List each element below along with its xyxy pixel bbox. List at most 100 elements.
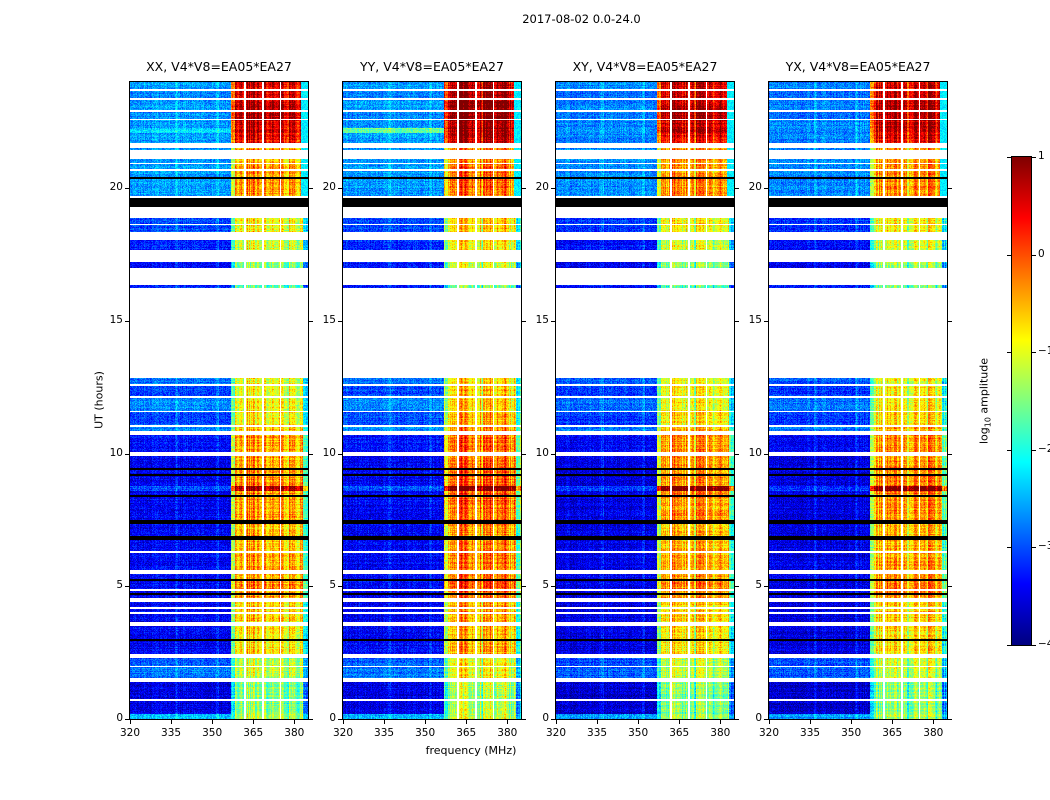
y-tick-label: 10 — [322, 446, 336, 459]
colorbar-tick-mark — [1007, 547, 1011, 549]
y-tick-label: 0 — [542, 712, 549, 724]
y-tick-mark — [522, 320, 526, 322]
x-tick-label: 365 — [882, 727, 903, 739]
colorbar-tick-label: 1 — [1038, 150, 1045, 162]
colorbar-label-sub: 10 — [983, 417, 993, 428]
y-tick-mark — [522, 453, 526, 455]
x-tick-label: 335 — [161, 727, 182, 739]
x-tick-mark — [638, 720, 640, 724]
colorbar-gradient — [1012, 157, 1031, 645]
x-tick-label: 350 — [415, 727, 436, 739]
x-tick-mark — [933, 720, 935, 724]
figure-title: 2017-08-02 0.0-24.0 — [522, 12, 641, 26]
y-tick-label: 20 — [535, 181, 549, 194]
x-tick-label: 320 — [119, 727, 141, 739]
colorbar-tick-mark — [1032, 449, 1036, 451]
y-tick-mark — [522, 719, 526, 720]
y-tick-label: 10 — [535, 446, 549, 459]
x-tick-label: 365 — [456, 727, 477, 739]
colorbar-tick-label: −1 — [1038, 345, 1050, 358]
x-tick-label: 380 — [497, 727, 518, 739]
x-tick-label: 335 — [800, 727, 821, 739]
y-tick-mark — [551, 586, 555, 588]
y-tick-mark — [125, 320, 129, 322]
panel-title-yy: YY, V4*V8=EA05*EA27 — [360, 59, 504, 74]
y-tick-mark — [338, 453, 342, 455]
colorbar-tick-label: 0 — [1038, 247, 1045, 260]
spectrogram-canvas-yy — [343, 82, 521, 719]
y-tick-mark — [764, 719, 768, 720]
y-tick-mark — [338, 320, 342, 322]
y-tick-mark — [309, 719, 313, 720]
panel-xy: XY, V4*V8=EA05*EA27 — [555, 59, 735, 720]
x-tick-label: 350 — [202, 727, 223, 739]
x-tick-mark — [892, 720, 894, 724]
x-tick-mark — [130, 720, 131, 724]
y-tick-mark — [309, 188, 313, 190]
x-tick-mark — [466, 720, 468, 724]
y-tick-label: 0 — [755, 712, 762, 724]
x-tick-label: 350 — [841, 727, 862, 739]
y-tick-mark — [764, 453, 768, 455]
colorbar-tick-mark — [1007, 449, 1011, 451]
y-tick-label: 5 — [755, 579, 762, 592]
spectrogram-canvas-yx — [769, 82, 947, 719]
y-tick-mark — [948, 586, 952, 588]
panel-yy: YY, V4*V8=EA05*EA27 — [342, 59, 522, 720]
y-axis-label: UT (hours) — [92, 371, 106, 429]
spectrogram-canvas-xx — [130, 82, 308, 719]
x-tick-label: 320 — [758, 727, 780, 739]
x-tick-mark — [343, 720, 344, 724]
colorbar-tick-mark — [1032, 645, 1036, 646]
y-tick-label: 5 — [116, 579, 123, 592]
y-tick-mark — [125, 719, 129, 720]
y-tick-mark — [735, 453, 739, 455]
x-tick-label: 335 — [587, 727, 608, 739]
x-tick-label: 350 — [628, 727, 649, 739]
y-tick-mark — [948, 320, 952, 322]
y-tick-label: 15 — [748, 313, 762, 326]
x-axis-label: frequency (MHz) — [425, 744, 517, 757]
y-tick-mark — [948, 719, 952, 720]
colorbar-tick-mark — [1007, 645, 1011, 646]
y-tick-mark — [338, 719, 342, 720]
y-tick-label: 20 — [748, 181, 762, 194]
y-tick-mark — [338, 586, 342, 588]
y-tick-mark — [522, 188, 526, 190]
colorbar-tick-mark — [1007, 157, 1011, 158]
y-tick-mark — [764, 320, 768, 322]
y-tick-label: 0 — [329, 712, 336, 724]
y-tick-mark — [948, 188, 952, 190]
y-tick-mark — [551, 453, 555, 455]
y-tick-mark — [948, 453, 952, 455]
x-tick-mark — [720, 720, 722, 724]
colorbar-tick-mark — [1007, 254, 1011, 256]
y-tick-mark — [735, 188, 739, 190]
x-tick-mark — [810, 720, 812, 724]
x-tick-mark — [597, 720, 599, 724]
colorbar-tick-label: −2 — [1038, 442, 1050, 455]
y-tick-mark — [735, 586, 739, 588]
x-tick-label: 365 — [243, 727, 264, 739]
y-tick-label: 0 — [116, 712, 123, 724]
x-tick-mark — [294, 720, 296, 724]
panel-title-yx: YX, V4*V8=EA05*EA27 — [785, 59, 931, 74]
y-tick-mark — [551, 188, 555, 190]
x-tick-mark — [253, 720, 255, 724]
colorbar-label: log10 amplitude — [977, 358, 992, 444]
colorbar-tick-label: −3 — [1038, 540, 1050, 553]
x-tick-mark — [171, 720, 173, 724]
y-tick-label: 5 — [542, 579, 549, 592]
y-tick-label: 20 — [322, 181, 336, 194]
x-tick-mark — [556, 720, 557, 724]
y-tick-mark — [125, 453, 129, 455]
colorbar-label-suffix: amplitude — [977, 357, 991, 418]
x-tick-label: 365 — [669, 727, 690, 739]
y-tick-label: 5 — [329, 579, 336, 592]
x-tick-label: 335 — [374, 727, 395, 739]
y-tick-mark — [522, 586, 526, 588]
y-tick-mark — [551, 320, 555, 322]
y-tick-label: 20 — [109, 181, 123, 194]
y-tick-mark — [338, 188, 342, 190]
colorbar-tick-mark — [1032, 547, 1036, 549]
